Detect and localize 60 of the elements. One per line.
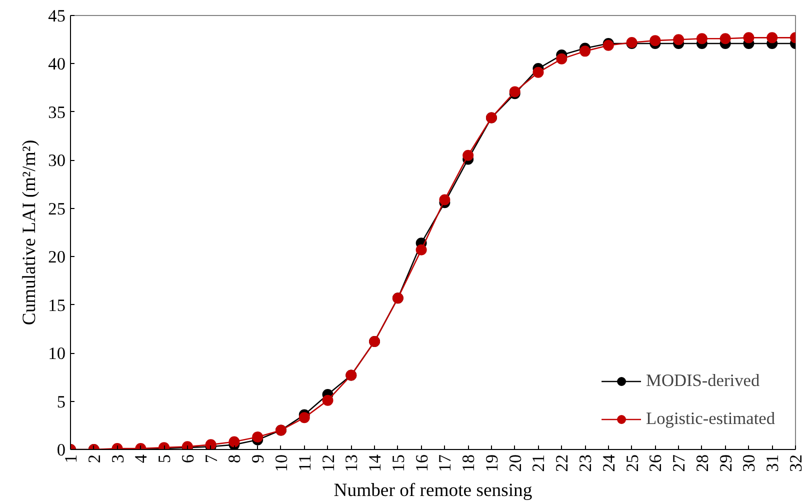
x-tick-label: 20 — [506, 454, 525, 472]
point — [416, 244, 427, 256]
x-tick-label: 8 — [225, 454, 244, 464]
point — [696, 33, 708, 44]
x-tick-label: 29 — [716, 454, 736, 472]
x-tick-label: 27 — [670, 454, 689, 472]
x-tick-label: 11 — [295, 454, 314, 472]
point — [673, 34, 684, 46]
point — [650, 35, 661, 46]
x-tick-label: 24 — [599, 454, 618, 472]
x-tick-label: 22 — [552, 454, 572, 472]
x-tick-label: 9 — [248, 454, 268, 464]
y-tick-label: 20 — [48, 248, 66, 267]
x-tick-label: 26 — [646, 454, 666, 472]
x-tick-label: 17 — [436, 454, 455, 472]
y-tick-label: 10 — [48, 344, 66, 364]
x-tick-label: 31 — [763, 454, 782, 472]
x-tick-label: 19 — [482, 454, 502, 472]
x-tick-label: 32 — [786, 454, 806, 472]
y-tick-label: 5 — [56, 392, 66, 412]
legend-label: Logistic-estimated — [646, 409, 775, 429]
y-tick-label: 25 — [48, 199, 66, 218]
point — [580, 46, 591, 57]
point — [556, 53, 568, 64]
point — [743, 32, 754, 44]
x-tick-label: 14 — [366, 454, 385, 472]
x-tick-label: 18 — [459, 454, 478, 472]
y-tick-label: 40 — [48, 54, 66, 74]
x-tick-label: 7 — [202, 454, 221, 464]
point — [322, 394, 334, 406]
x-tick-label: 12 — [318, 454, 338, 472]
point — [532, 66, 544, 78]
x-tick-label: 23 — [576, 454, 596, 472]
x-tick-label: 30 — [740, 454, 759, 472]
y-tick-label: 15 — [48, 296, 66, 315]
y-tick-label: 45 — [48, 6, 66, 26]
y-tick-label: 30 — [48, 151, 66, 170]
x-tick-label: 3 — [108, 454, 128, 464]
point — [766, 32, 778, 44]
x-tick-label: 13 — [342, 454, 362, 472]
point — [720, 33, 731, 44]
point — [439, 194, 450, 206]
x-tick-label: 6 — [178, 454, 198, 464]
point — [228, 436, 240, 448]
point — [462, 150, 474, 161]
y-axis-title: Cumulative LAI (m²/m²) — [19, 140, 40, 326]
x-tick-label: 28 — [692, 454, 712, 472]
y-tick-label: 35 — [48, 102, 66, 122]
x-tick-label: 2 — [84, 454, 104, 464]
legend-label: MODIS-derived — [646, 371, 760, 391]
point — [298, 412, 310, 424]
x-tick-label: 25 — [622, 454, 642, 472]
x-tick-label: 5 — [155, 454, 174, 464]
x-tick-label: 15 — [388, 454, 408, 472]
x-tick-label: 4 — [132, 454, 151, 464]
x-tick-label: 16 — [412, 454, 432, 472]
x-axis-title: Number of remote sensing — [334, 480, 532, 501]
point — [252, 431, 264, 442]
x-tick-label: 21 — [529, 454, 548, 472]
x-tick-label: 10 — [272, 454, 291, 472]
